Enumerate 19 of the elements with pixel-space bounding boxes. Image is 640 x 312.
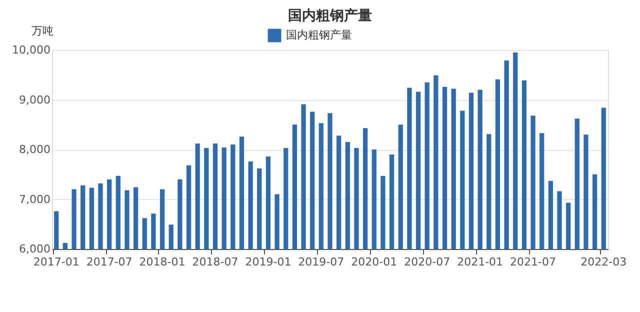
chart-title: 国内粗钢产量	[288, 7, 372, 24]
y-axis-title: 万吨	[32, 24, 54, 38]
x-tick-label: 2018-07	[192, 256, 238, 268]
x-tick-label: 2018-01	[139, 256, 186, 268]
x-tick-label: 2020-01	[351, 256, 398, 268]
y-tick-label: 8,000	[19, 143, 50, 156]
x-tick-label: 2022-03	[580, 256, 627, 268]
y-tick-label: 6,000	[19, 242, 50, 256]
y-tick-label: 9,000	[19, 93, 50, 106]
x-tick-label: 2019-07	[298, 256, 344, 268]
x-tick-label: 2021-07	[510, 256, 556, 268]
y-tick-label: 10,000	[12, 44, 50, 56]
x-tick-label: 2020-07	[404, 256, 450, 268]
x-tick-label: 2017-01	[33, 256, 80, 268]
x-tick-label: 2017-07	[86, 256, 132, 268]
legend-label: 国内粗钢产量	[286, 28, 352, 42]
x-tick-label: 2021-01	[457, 256, 504, 268]
x-tick-label: 2019-01	[245, 256, 292, 268]
y-tick-label: 7,000	[19, 192, 50, 206]
